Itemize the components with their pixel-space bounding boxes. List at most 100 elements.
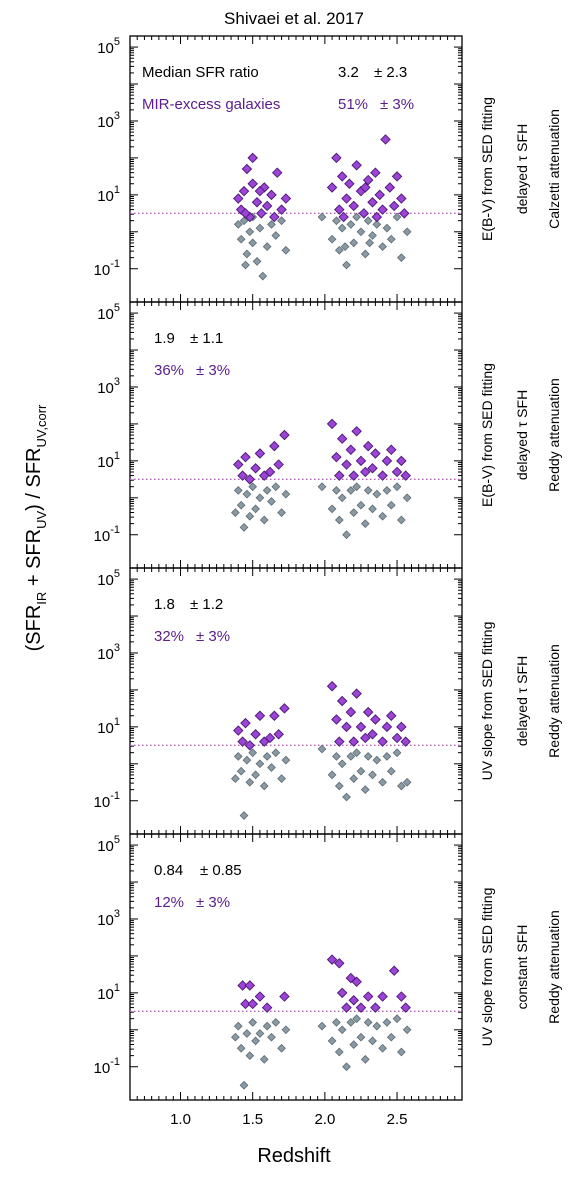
y-tick-label: 103: [97, 376, 120, 397]
y-tick-base: 10: [97, 572, 114, 589]
mir-excess-galaxy-point: [240, 451, 251, 463]
mir-excess-galaxy-point: [338, 211, 349, 223]
normal-galaxy-point: [368, 504, 377, 514]
y-tick-base: 10: [97, 40, 114, 57]
mir-excess-galaxy-point: [336, 433, 348, 444]
mir-excess-galaxy-point: [251, 197, 263, 208]
normal-galaxy-point: [382, 223, 392, 233]
mir-excess-galaxy-point: [400, 1002, 411, 1013]
normal-galaxy-point: [271, 231, 281, 240]
mir-excess-galaxy-point: [269, 440, 280, 452]
normal-galaxy-point: [231, 774, 240, 783]
fraction-error: ± 3%: [196, 362, 230, 379]
mir-excess-galaxy-point: [362, 440, 374, 452]
mir-excess-galaxy-point: [254, 991, 266, 1002]
mir-excess-galaxy-point: [247, 152, 258, 164]
normal-galaxy-point: [252, 256, 262, 266]
normal-galaxy-point: [281, 1025, 291, 1035]
normal-galaxy-point: [382, 1018, 392, 1027]
normal-galaxy-point: [363, 1018, 373, 1027]
mir-excess-galaxy-point: [345, 444, 357, 456]
y-tick-base: 10: [97, 838, 114, 855]
y-tick-exp: 5: [114, 834, 120, 846]
normal-galaxy-point: [245, 511, 255, 521]
mir-excess-galaxy-point: [336, 987, 348, 999]
y-label-sub-uvcorr: UV,corr: [34, 404, 49, 448]
y-tick-base: 10: [94, 1060, 111, 1077]
normal-galaxy-point: [392, 212, 402, 222]
normal-galaxy-point: [363, 216, 373, 226]
mir-excess-galaxy-point: [351, 426, 362, 437]
mir-excess-galaxy-point: [279, 429, 290, 441]
normal-galaxy-point: [242, 249, 252, 259]
y-tick-exp: -1: [110, 524, 120, 536]
mir-excess-galaxy-point: [271, 167, 283, 178]
mir-excess-galaxy-point: [261, 1002, 273, 1013]
normal-galaxy-point: [277, 1043, 286, 1053]
normal-galaxy-point: [356, 766, 366, 776]
normal-galaxy-point: [332, 752, 341, 761]
normal-galaxy-point: [236, 1043, 246, 1053]
mir-excess-galaxy-point: [367, 197, 378, 208]
mir-excess-galaxy-point: [362, 174, 374, 186]
normal-galaxy-point: [392, 748, 402, 758]
normal-galaxy-point: [334, 515, 344, 525]
mir-excess-galaxy-point: [269, 211, 280, 223]
mir-excess-galaxy-point: [334, 470, 345, 481]
normal-galaxy-point: [267, 497, 276, 506]
normal-galaxy-point: [267, 220, 276, 229]
normal-galaxy-point: [349, 774, 359, 783]
y-tick-base: 10: [94, 262, 111, 279]
fraction-value: 51%: [338, 96, 368, 113]
normal-galaxy-point: [392, 1014, 402, 1024]
panel-side-label: UV slope from SED fitting: [479, 622, 495, 781]
mir-excess-galaxy-point: [370, 714, 381, 725]
mir-excess-galaxy-point: [276, 204, 287, 215]
y-label-open: (SFR: [23, 605, 45, 652]
normal-galaxy-point: [281, 755, 291, 765]
normal-galaxy-point: [271, 1018, 281, 1027]
y-tick-label: 105: [97, 568, 120, 589]
mir-excess-galaxy-point: [334, 736, 345, 747]
y-label-sub-ir: IR: [34, 592, 49, 605]
x-tick-label: 2.0: [314, 1111, 335, 1128]
normal-galaxy-point: [231, 508, 240, 517]
y-tick-base: 10: [94, 794, 111, 811]
normal-galaxy-point: [386, 500, 396, 510]
y-tick-label: 10-1: [94, 1056, 120, 1077]
mir-excess-galaxy-point: [331, 152, 342, 164]
mir-excess-galaxy-point: [348, 470, 359, 481]
y-tick-base: 10: [97, 306, 114, 323]
normal-galaxy-point: [239, 216, 249, 226]
mir-excess-galaxy-point: [264, 732, 276, 744]
y-tick-label: 105: [97, 36, 120, 57]
normal-galaxy-point: [255, 759, 265, 769]
normal-galaxy-point: [382, 486, 392, 495]
fraction-value: 32%: [154, 628, 184, 645]
median-label: Median SFR ratio: [142, 64, 259, 81]
normal-galaxy-point: [241, 260, 250, 270]
mir-excess-galaxy-point: [396, 991, 407, 1002]
mir-excess-galaxy-point: [377, 470, 388, 481]
mir-excess-galaxy-point: [254, 448, 266, 459]
mir-excess-galaxy-point: [326, 418, 338, 430]
mir-excess-galaxy-point: [233, 459, 244, 470]
normal-galaxy-point: [397, 253, 406, 263]
mir-excess-galaxy-point: [386, 444, 397, 456]
normal-galaxy-point: [239, 1080, 249, 1090]
normal-galaxy-point: [267, 763, 276, 772]
normal-galaxy-point: [349, 238, 359, 248]
mir-excess-galaxy-point: [256, 208, 267, 219]
panel-frame: [129, 567, 463, 835]
normal-galaxy-point: [236, 234, 246, 244]
mir-excess-galaxy-point: [367, 729, 378, 740]
y-tick-label: 10-1: [94, 790, 120, 811]
mir-excess-galaxy-point: [377, 991, 388, 1002]
y-tick-base: 10: [97, 912, 114, 929]
median-error: ± 0.85: [200, 862, 242, 879]
normal-galaxy-point: [363, 486, 373, 495]
mir-excess-galaxy-point: [238, 185, 250, 197]
mir-excess-galaxy-point: [326, 680, 338, 692]
mir-excess-galaxy-point: [348, 736, 359, 747]
mir-excess-galaxy-point: [331, 714, 342, 725]
